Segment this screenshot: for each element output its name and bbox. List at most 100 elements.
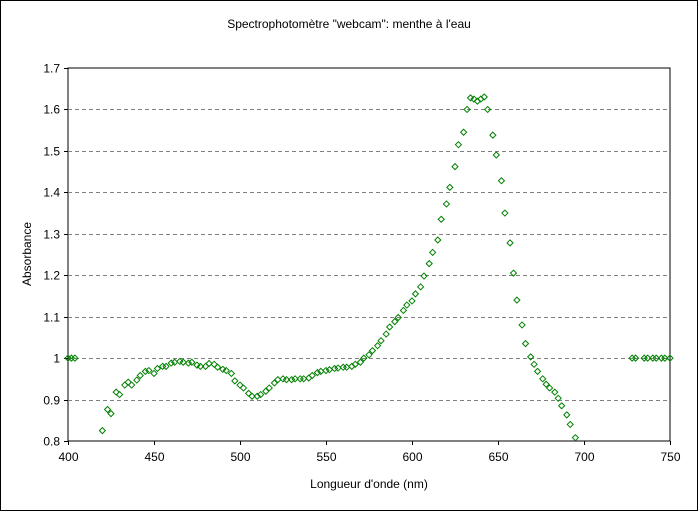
data-point [428,248,437,257]
data-point [231,377,239,385]
x-tick-label: 500 [230,450,250,464]
data-point [526,353,535,361]
x-tick-label: 450 [144,450,164,464]
data-point [459,128,468,136]
data-point [442,200,451,208]
x-tick-label: 550 [316,450,336,464]
y-tick-label: 0.9 [43,394,60,408]
data-point [351,360,359,369]
data-series [64,93,674,442]
data-point [330,364,339,373]
data-point [196,362,205,371]
x-tick-label: 750 [660,450,680,464]
tick-marks [64,68,671,445]
data-point [377,336,385,345]
data-point [420,272,428,280]
data-point [631,354,640,362]
data-point [492,151,500,159]
data-point [557,402,566,410]
data-point [554,394,562,403]
x-tick-labels: 400 450 500 550 600 650 700 750 [58,450,680,464]
data-point [446,183,454,192]
data-point [411,290,420,298]
y-tick-label: 1.2 [43,269,60,283]
data-point [425,259,433,268]
x-axis-title: Longueur d'onde (nm) [310,477,428,491]
data-point [239,384,248,392]
data-point [571,433,580,442]
data-point [513,296,521,304]
data-point [150,369,158,378]
chart-title: Spectrophotomètre "webcam": menthe à l'e… [227,17,471,31]
data-point [454,140,463,149]
data-point [551,388,559,396]
data-point [483,105,492,114]
data-point [403,301,411,309]
y-tick-label: 1.7 [43,62,60,76]
data-point [188,358,196,366]
data-point [416,283,425,291]
data-point [391,317,399,326]
data-point [545,384,554,392]
data-point [179,358,187,366]
data-point [222,366,230,375]
data-point [107,409,115,418]
data-point [262,387,270,395]
data-point [497,177,506,185]
y-tick-labels: 0.8 0.9 1 1.1 1.2 1.3 1.4 1.5 1.6 1.7 [43,62,60,449]
data-point [145,366,153,375]
data-point [98,426,107,435]
data-point [265,384,273,392]
data-point [399,306,408,315]
data-point [518,321,526,329]
y-tick-label: 1.1 [43,311,60,325]
y-axis-title: Absorbance [20,222,34,286]
data-point [661,354,669,362]
data-point [530,360,538,369]
data-point [368,346,377,355]
data-point [521,339,530,348]
data-point [112,388,120,396]
data-point [506,239,514,247]
data-point [394,313,402,322]
data-point [167,359,175,367]
data-point [103,405,112,414]
y-tick-label: 1 [53,352,60,366]
data-point [666,354,674,362]
data-point [287,375,296,384]
data-point [136,371,144,380]
data-point [356,358,365,366]
data-point [489,131,497,139]
data-point [463,105,471,114]
data-point [385,323,394,331]
data-point [382,330,390,338]
data-point [643,354,652,362]
plot-area [67,67,671,442]
y-tick-label: 1.4 [43,186,60,200]
data-point [365,351,373,359]
data-point [127,381,136,389]
data-point [434,236,442,244]
data-point [437,215,445,223]
data-point [270,379,279,387]
data-point [133,376,141,384]
data-point [308,371,316,380]
data-point [248,392,256,400]
data-point [566,420,574,429]
data-point [282,375,291,384]
data-point [213,363,222,371]
data-point [227,369,236,378]
data-point [509,269,518,277]
data-point [539,375,547,383]
data-point [115,390,124,399]
data-point [542,380,550,388]
data-point [313,368,322,377]
data-point [256,390,265,399]
data-point [205,359,213,368]
data-point [470,95,478,103]
data-point [563,411,571,419]
y-tick-label: 1.6 [43,103,60,117]
y-tick-label: 0.8 [43,435,60,449]
data-point [253,392,261,400]
